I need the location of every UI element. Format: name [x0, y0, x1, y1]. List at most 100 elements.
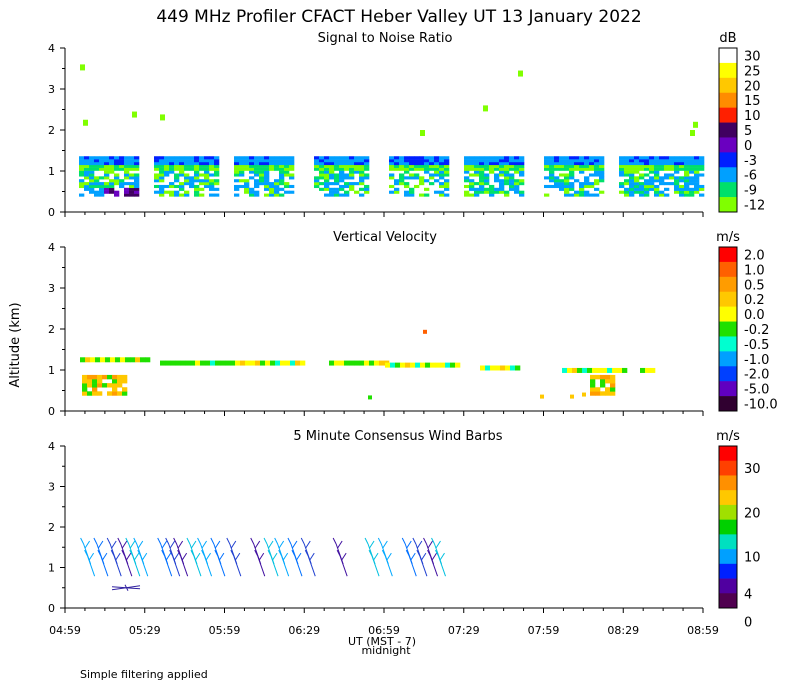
snr-cell	[669, 173, 675, 177]
vv-cell	[230, 360, 236, 366]
snr-cell	[189, 176, 195, 180]
snr-cell	[89, 176, 95, 180]
snr-cell	[132, 111, 137, 118]
snr-cell	[564, 187, 570, 191]
snr-cell	[699, 159, 705, 163]
snr-cell	[689, 164, 695, 168]
vv-cell	[117, 391, 123, 396]
snr-cell	[404, 176, 410, 180]
snr-cell	[249, 159, 255, 163]
snr-cell	[439, 161, 445, 166]
snr-cell	[684, 179, 690, 183]
snr-cell	[619, 159, 625, 163]
snr-cell	[654, 167, 660, 171]
vv-cell	[265, 360, 271, 366]
vv-cell	[110, 357, 116, 363]
colorbar-swatch	[719, 107, 737, 123]
snr-cell	[554, 164, 560, 168]
vv-cell	[225, 360, 231, 366]
snr-cell	[649, 156, 655, 160]
snr-cell	[664, 156, 670, 160]
snr-cell	[184, 156, 190, 160]
vv-cell	[607, 367, 613, 373]
snr-cell	[329, 167, 335, 171]
snr-cell	[594, 164, 600, 168]
snr-cell	[154, 167, 160, 171]
vv-cell	[612, 367, 618, 373]
snr-cell	[629, 179, 635, 183]
snr-cell	[519, 167, 525, 171]
snr-cell	[209, 184, 215, 189]
vv-cell	[605, 391, 611, 396]
colorbar-frame	[718, 47, 738, 213]
snr-cell	[694, 182, 700, 186]
snr-cell	[234, 161, 240, 166]
snr-cell	[514, 190, 520, 194]
colorbar-swatch	[719, 460, 737, 476]
snr-cell	[424, 170, 430, 174]
snr-cell	[249, 161, 255, 166]
vv-panel-title: Vertical Velocity	[333, 230, 437, 245]
snr-cell	[414, 156, 420, 160]
snr-cell	[214, 161, 220, 166]
snr-cell	[209, 179, 215, 183]
snr-cell	[234, 179, 240, 183]
snr-cell	[644, 156, 650, 160]
snr-cell	[494, 161, 500, 166]
snr-cell	[474, 156, 480, 160]
vv-cell	[405, 362, 411, 368]
snr-cell	[104, 156, 110, 160]
vv-cell	[334, 360, 340, 366]
vv-cell	[610, 387, 616, 392]
snr-cell	[689, 161, 695, 166]
snr-cell	[504, 167, 510, 171]
snr-cell	[324, 193, 330, 197]
snr-cell	[89, 190, 95, 194]
snr-cell	[344, 161, 350, 166]
vv-cell	[369, 360, 375, 366]
snr-cell	[234, 164, 240, 168]
snr-cell	[169, 164, 175, 168]
snr-cell	[489, 167, 495, 171]
snr-cell	[314, 176, 320, 180]
snr-cell	[469, 167, 475, 171]
snr-cell	[564, 159, 570, 163]
snr-cell	[509, 187, 515, 191]
vv-cell	[610, 383, 616, 388]
snr-cell	[114, 179, 120, 183]
vv-cell	[112, 387, 118, 392]
snr-cell	[589, 164, 595, 168]
snr-cell	[499, 164, 505, 168]
snr-cell	[269, 159, 275, 163]
snr-cell	[679, 190, 685, 194]
snr-cell	[519, 159, 525, 163]
snr-cell	[479, 167, 485, 171]
snr-cell	[624, 159, 630, 163]
snr-cell	[254, 170, 260, 174]
snr-cell	[234, 173, 240, 177]
snr-cell	[99, 156, 105, 160]
snr-cell	[599, 190, 605, 194]
snr-cell	[239, 170, 245, 174]
vv-cell	[85, 357, 91, 363]
snr-cell	[204, 176, 210, 180]
snr-cell	[584, 176, 590, 180]
snr-cell	[544, 156, 550, 160]
snr-cell	[404, 156, 410, 160]
snr-cell	[579, 187, 585, 191]
snr-cell	[619, 164, 625, 168]
snr-cell	[679, 167, 685, 171]
snr-cell	[659, 159, 665, 163]
snr-cell	[389, 173, 395, 177]
snr-cell	[629, 184, 635, 189]
snr-cell	[494, 156, 500, 160]
snr-cell	[419, 159, 425, 163]
vv-cell	[540, 394, 544, 399]
snr-cell	[129, 173, 135, 177]
snr-cell	[579, 170, 585, 174]
snr-cell	[429, 159, 435, 163]
snr-cell	[464, 184, 470, 189]
snr-cell	[214, 173, 220, 177]
snr-cell	[499, 161, 505, 166]
snr-cell	[99, 187, 105, 191]
